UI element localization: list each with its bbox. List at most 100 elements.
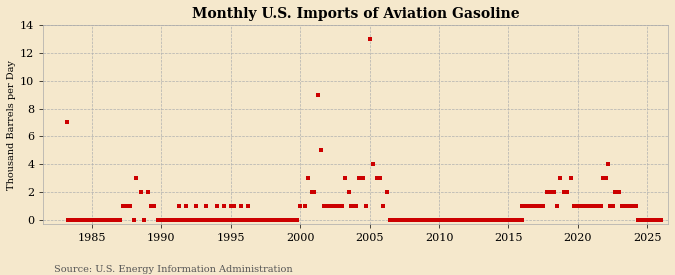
Point: [291, 218, 302, 222]
Point: [484, 218, 495, 222]
Point: [259, 218, 269, 222]
Point: [226, 218, 237, 222]
Point: [504, 218, 514, 222]
Point: [157, 218, 168, 222]
Point: [194, 218, 205, 222]
Point: [184, 218, 194, 222]
Point: [105, 218, 116, 222]
Point: [386, 218, 397, 222]
Point: [223, 218, 234, 222]
Point: [566, 176, 576, 180]
Point: [579, 204, 590, 208]
Point: [254, 218, 265, 222]
Point: [90, 218, 101, 222]
Point: [448, 218, 458, 222]
Point: [195, 218, 206, 222]
Point: [605, 204, 616, 208]
Point: [439, 218, 450, 222]
Point: [364, 37, 375, 41]
Point: [416, 218, 427, 222]
Point: [269, 218, 279, 222]
Point: [156, 218, 167, 222]
Point: [130, 176, 141, 180]
Point: [255, 218, 266, 222]
Point: [213, 218, 224, 222]
Title: Monthly U.S. Imports of Aviation Gasoline: Monthly U.S. Imports of Aviation Gasolin…: [192, 7, 520, 21]
Point: [205, 218, 216, 222]
Point: [584, 204, 595, 208]
Point: [288, 218, 298, 222]
Point: [201, 218, 212, 222]
Point: [114, 218, 125, 222]
Point: [512, 218, 522, 222]
Point: [443, 218, 454, 222]
Point: [161, 218, 171, 222]
Point: [408, 218, 419, 222]
Point: [203, 218, 214, 222]
Point: [450, 218, 460, 222]
Point: [113, 218, 124, 222]
Point: [288, 218, 299, 222]
Point: [619, 204, 630, 208]
Point: [236, 204, 246, 208]
Point: [516, 218, 527, 222]
Point: [392, 218, 403, 222]
Point: [69, 218, 80, 222]
Point: [233, 218, 244, 222]
Point: [331, 204, 342, 208]
Point: [423, 218, 434, 222]
Point: [271, 218, 282, 222]
Point: [308, 190, 319, 194]
Point: [110, 218, 121, 222]
Point: [354, 176, 364, 180]
Point: [71, 218, 82, 222]
Point: [261, 218, 271, 222]
Point: [598, 176, 609, 180]
Point: [105, 218, 115, 222]
Point: [211, 218, 222, 222]
Point: [76, 218, 86, 222]
Point: [202, 218, 213, 222]
Point: [467, 218, 478, 222]
Point: [336, 204, 347, 208]
Point: [107, 218, 117, 222]
Point: [210, 218, 221, 222]
Point: [300, 204, 310, 208]
Point: [335, 204, 346, 208]
Point: [497, 218, 508, 222]
Point: [219, 204, 230, 208]
Point: [595, 204, 606, 208]
Point: [632, 218, 643, 222]
Point: [653, 218, 664, 222]
Point: [215, 218, 225, 222]
Point: [182, 218, 193, 222]
Point: [558, 190, 569, 194]
Point: [281, 218, 292, 222]
Point: [74, 218, 84, 222]
Point: [100, 218, 111, 222]
Point: [502, 218, 512, 222]
Point: [649, 218, 659, 222]
Point: [479, 218, 490, 222]
Point: [616, 204, 627, 208]
Point: [485, 218, 496, 222]
Point: [90, 218, 101, 222]
Point: [284, 218, 295, 222]
Point: [630, 204, 641, 208]
Point: [142, 190, 153, 194]
Point: [329, 204, 340, 208]
Point: [655, 218, 666, 222]
Point: [172, 218, 183, 222]
Point: [201, 204, 212, 208]
Point: [128, 218, 139, 222]
Point: [171, 218, 182, 222]
Point: [492, 218, 503, 222]
Point: [515, 218, 526, 222]
Point: [360, 204, 371, 208]
Point: [412, 218, 423, 222]
Point: [326, 204, 337, 208]
Point: [246, 218, 256, 222]
Point: [482, 218, 493, 222]
Point: [118, 204, 129, 208]
Point: [524, 204, 535, 208]
